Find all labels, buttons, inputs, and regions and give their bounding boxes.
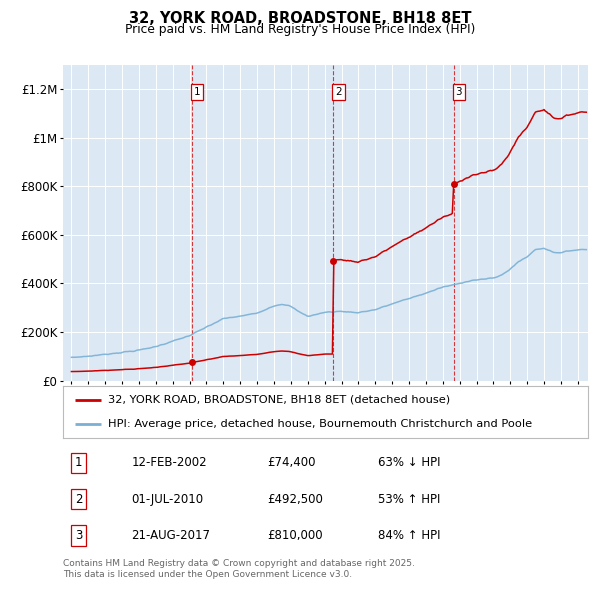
Text: 1: 1	[75, 457, 83, 470]
Text: HPI: Average price, detached house, Bournemouth Christchurch and Poole: HPI: Average price, detached house, Bour…	[107, 419, 532, 429]
Text: £74,400: £74,400	[268, 457, 316, 470]
Text: 21-AUG-2017: 21-AUG-2017	[131, 529, 210, 542]
Text: 84% ↑ HPI: 84% ↑ HPI	[378, 529, 440, 542]
Text: £492,500: £492,500	[268, 493, 323, 506]
Text: Contains HM Land Registry data © Crown copyright and database right 2025.
This d: Contains HM Land Registry data © Crown c…	[63, 559, 415, 579]
Text: 53% ↑ HPI: 53% ↑ HPI	[378, 493, 440, 506]
Text: 63% ↓ HPI: 63% ↓ HPI	[378, 457, 440, 470]
Text: 01-JUL-2010: 01-JUL-2010	[131, 493, 203, 506]
Text: 3: 3	[455, 87, 462, 97]
Text: 2: 2	[335, 87, 342, 97]
Text: £810,000: £810,000	[268, 529, 323, 542]
Text: 3: 3	[75, 529, 82, 542]
Text: 32, YORK ROAD, BROADSTONE, BH18 8ET: 32, YORK ROAD, BROADSTONE, BH18 8ET	[129, 11, 471, 25]
Text: 12-FEB-2002: 12-FEB-2002	[131, 457, 207, 470]
Text: 2: 2	[75, 493, 83, 506]
Text: 1: 1	[194, 87, 200, 97]
Text: 32, YORK ROAD, BROADSTONE, BH18 8ET (detached house): 32, YORK ROAD, BROADSTONE, BH18 8ET (det…	[107, 395, 450, 405]
Text: Price paid vs. HM Land Registry's House Price Index (HPI): Price paid vs. HM Land Registry's House …	[125, 23, 475, 36]
